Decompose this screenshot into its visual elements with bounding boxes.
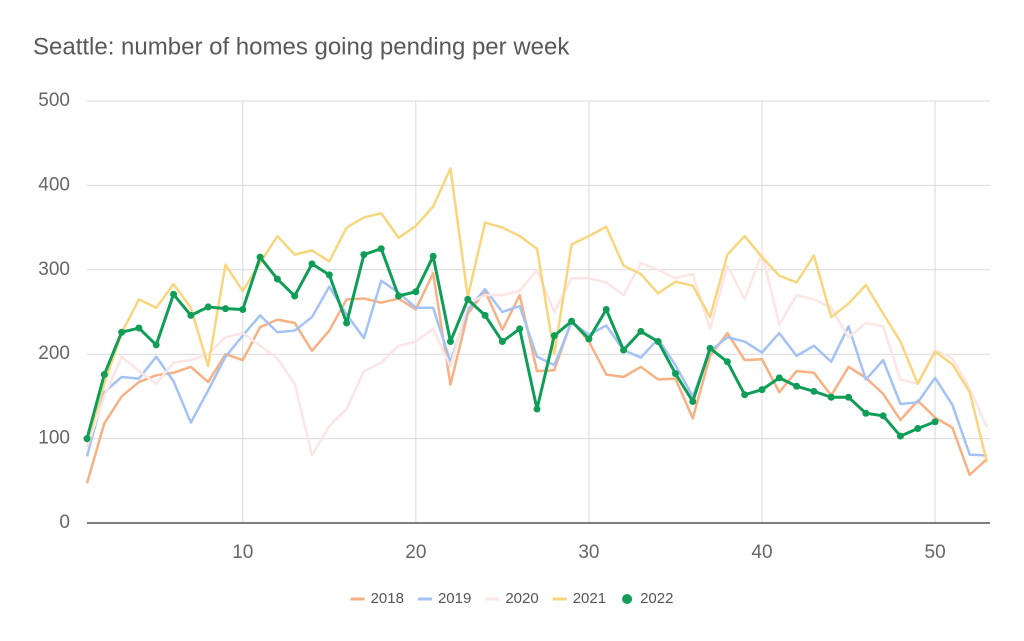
legend-marker (622, 594, 633, 604)
data-point (827, 393, 835, 401)
legend-label: 2022 (640, 590, 673, 607)
y-tick-label: 200 (38, 343, 70, 364)
legend-item: 2021 (552, 590, 606, 607)
y-tick-label: 100 (38, 428, 70, 449)
data-point (602, 305, 610, 313)
data-point (862, 409, 870, 417)
data-point (152, 341, 160, 349)
data-point (498, 338, 506, 346)
data-point (758, 386, 766, 394)
series-line (85, 247, 936, 439)
data-point (100, 370, 108, 378)
data-point (360, 251, 368, 259)
y-tick-label: 400 (38, 174, 70, 195)
data-point (914, 424, 922, 432)
series-line (85, 279, 988, 457)
legend-item: 2022 (622, 590, 673, 607)
legend-label: 2019 (438, 590, 471, 607)
x-tick-label: 10 (232, 542, 253, 563)
data-point (481, 311, 489, 319)
data-point (187, 311, 195, 319)
chart-title: Seattle: number of homes going pending p… (33, 33, 570, 60)
data-point (550, 332, 558, 340)
data-point (464, 295, 472, 303)
y-tick-label: 0 (59, 512, 70, 533)
data-point (170, 290, 178, 298)
data-point (83, 435, 91, 443)
data-point (585, 335, 593, 343)
data-point (239, 305, 247, 313)
data-point (516, 325, 524, 333)
data-point (204, 303, 212, 311)
legend-item: 2020 (485, 590, 539, 607)
legend-label: 2020 (505, 590, 538, 607)
data-point (533, 405, 541, 413)
data-point (689, 397, 697, 405)
data-point (620, 346, 628, 354)
data-point (931, 418, 939, 426)
data-point (221, 305, 229, 313)
data-point (706, 344, 714, 352)
series-line (85, 251, 989, 457)
legend: 2018 2019 2020 2021 2022 (350, 590, 673, 607)
data-point (879, 412, 887, 420)
data-point (775, 374, 783, 382)
y-tick-label: 300 (38, 259, 70, 280)
data-point (845, 393, 853, 401)
data-point (395, 292, 403, 300)
data-point (291, 292, 299, 300)
data-point (256, 253, 264, 261)
data-point (325, 271, 333, 279)
data-point (446, 338, 454, 346)
data-point (273, 275, 281, 283)
data-point (810, 387, 818, 395)
data-point (896, 432, 904, 440)
data-point (741, 391, 749, 399)
y-tick-label: 500 (38, 90, 70, 111)
data-point (135, 324, 143, 332)
data-point (343, 319, 351, 327)
data-point (118, 328, 126, 336)
series-line (85, 271, 988, 484)
data-point (412, 288, 420, 296)
data-point (793, 382, 801, 390)
data-point (377, 245, 385, 253)
data-point (308, 260, 316, 268)
data-point (723, 358, 731, 366)
legend-item: 2018 (350, 590, 404, 607)
x-tick-label: 20 (405, 542, 426, 563)
legend-item: 2019 (417, 590, 471, 607)
legend-label: 2018 (371, 590, 404, 607)
x-tick-label: 50 (925, 542, 946, 563)
data-point (429, 252, 437, 260)
data-point (654, 338, 662, 346)
x-tick-label: 40 (751, 542, 772, 563)
series-line (85, 167, 989, 463)
data-point (568, 317, 576, 325)
data-point (637, 327, 645, 335)
legend-label: 2021 (573, 590, 606, 607)
data-point (671, 370, 679, 378)
x-tick-label: 30 (578, 542, 599, 563)
